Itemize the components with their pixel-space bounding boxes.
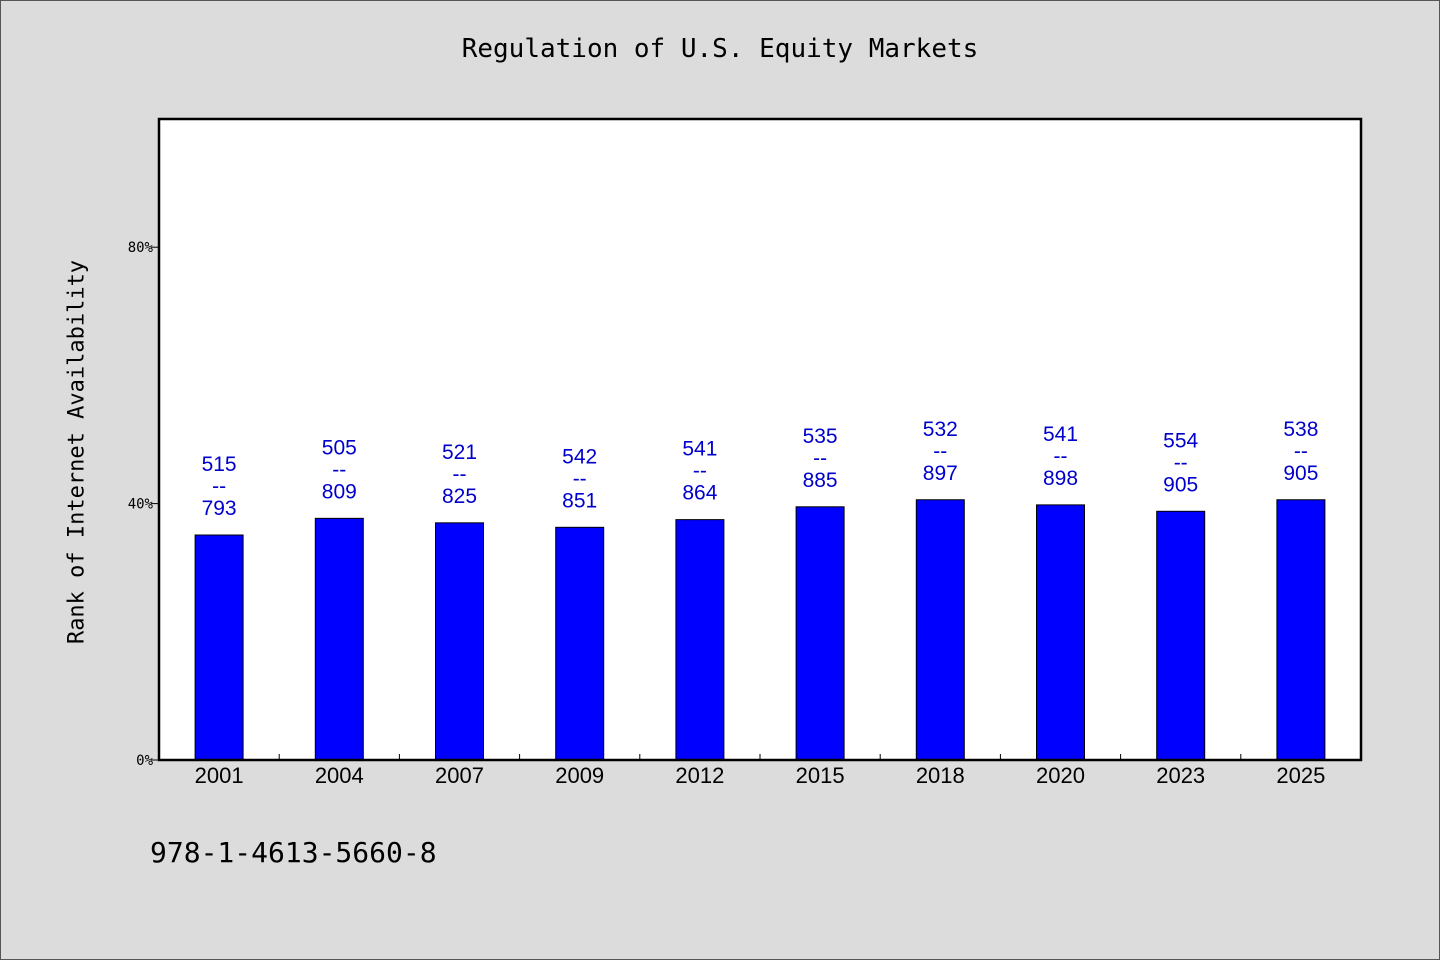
bars-layer [194, 499, 1326, 761]
bar-2018 [915, 499, 965, 761]
bar-2025 [1276, 499, 1326, 761]
bar-2004 [314, 517, 364, 761]
x-tick-label-2012: 2012 [675, 763, 724, 788]
bar-label-2023-2: 905 [1163, 473, 1198, 496]
bar-label-2015-2: 885 [803, 469, 838, 492]
bar-label-2001-0: 515 [202, 453, 237, 476]
bar-label-2012-0: 541 [682, 438, 717, 461]
bar-label-2018-2: 897 [923, 462, 958, 485]
bar-label-2020-0: 541 [1043, 423, 1078, 446]
bar-2012 [675, 519, 725, 761]
bar-label-2012-2: 864 [682, 482, 717, 505]
bar-label-2015-0: 535 [803, 425, 838, 448]
bar-2020 [1036, 504, 1085, 761]
plot-border [157, 117, 1363, 762]
bar-label-2009-2: 851 [562, 489, 597, 512]
bar-labels-layer: 515--793505--809521--825542--851541--864… [202, 418, 1319, 520]
bar-label-2023-1: -- [1174, 451, 1188, 474]
bar-2001 [194, 534, 244, 761]
footer-code: 978-1-4613-5660-8 [150, 836, 437, 869]
x-tick-label-2001: 2001 [195, 763, 244, 788]
bar-label-2009-0: 542 [562, 445, 597, 468]
x-tick-label-2007: 2007 [435, 763, 484, 788]
bar-label-2001-1: -- [212, 475, 226, 498]
bar-label-2020-1: -- [1054, 445, 1068, 468]
bar-2009 [555, 526, 605, 761]
bar-label-2004-0: 505 [322, 436, 357, 459]
chart-title: Regulation of U.S. Equity Markets [461, 34, 979, 64]
x-tick-label-2009: 2009 [555, 763, 604, 788]
bar-label-2025-1: -- [1294, 440, 1308, 463]
bar-label-2015-1: -- [813, 447, 827, 470]
y-tick-label-0: 0% [136, 753, 153, 769]
bar-label-2001-2: 793 [202, 497, 237, 520]
y-tick-label-40: 40% [128, 497, 154, 513]
x-tick-label-2018: 2018 [916, 763, 965, 788]
bar-label-2004-1: -- [332, 458, 346, 481]
bar-label-2009-1: -- [573, 467, 587, 490]
bar-label-2025-0: 538 [1283, 418, 1318, 441]
bar-label-2004-2: 809 [322, 480, 357, 503]
bar-2015 [795, 506, 845, 761]
bar-2023 [1156, 510, 1206, 761]
bar-label-2007-2: 825 [442, 485, 477, 508]
y-axis: 0% 40% 80% [128, 240, 159, 769]
bar-label-2025-2: 905 [1283, 462, 1318, 485]
x-tick-label-2015: 2015 [796, 763, 845, 788]
bar-label-2020-2: 898 [1043, 467, 1078, 490]
bar-label-2007-0: 521 [442, 441, 477, 464]
x-tick-label-2004: 2004 [315, 763, 364, 788]
x-axis: 2001 2004 2007 2009 2012 2015 2018 2020 2023 2025 [195, 754, 1325, 788]
bar-label-2018-1: -- [933, 440, 947, 463]
y-tick-label-80: 80% [128, 240, 154, 256]
bar-label-2012-1: -- [693, 460, 707, 483]
bar-label-2007-1: -- [453, 463, 467, 486]
bar-2007 [435, 522, 484, 761]
bar-label-2018-0: 532 [923, 418, 958, 441]
x-tick-label-2025: 2025 [1276, 763, 1325, 788]
x-tick-label-2020: 2020 [1036, 763, 1085, 788]
x-tick-label-2023: 2023 [1156, 763, 1205, 788]
bar-label-2023-0: 554 [1163, 429, 1198, 452]
